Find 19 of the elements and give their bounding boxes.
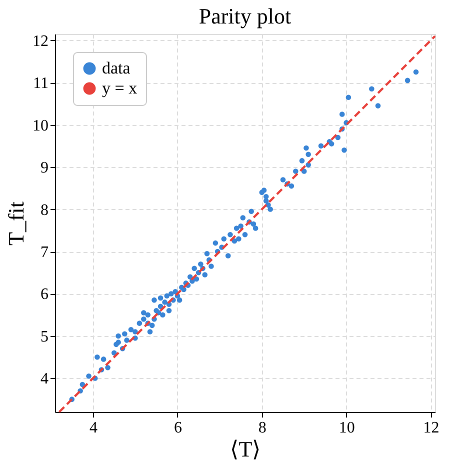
y-tick-label: 9 bbox=[40, 160, 48, 177]
x-tick-label: 8 bbox=[258, 420, 266, 436]
y-tick-label: 5 bbox=[40, 328, 48, 346]
y-tick-label: 10 bbox=[32, 117, 48, 134]
chart-title: Parity plot bbox=[198, 3, 292, 28]
y-tick-label: 7 bbox=[40, 244, 48, 262]
y-tick-label: 8 bbox=[40, 202, 48, 219]
x-tick-label: 4 bbox=[90, 420, 98, 436]
x-tick-label: 12 bbox=[423, 420, 440, 436]
x-axis-title: ⟨T⟩ bbox=[230, 436, 262, 462]
legend-label: y = x bbox=[102, 78, 138, 98]
y-tick-label: 11 bbox=[33, 75, 48, 92]
legend-label: data bbox=[102, 58, 131, 78]
x-tick-label: 10 bbox=[338, 420, 355, 436]
y-tick-label: 12 bbox=[32, 32, 48, 50]
y-axis-title: T_fit bbox=[4, 202, 28, 246]
x-tick-label: 6 bbox=[174, 420, 182, 436]
y-tick-label: 4 bbox=[40, 370, 48, 388]
y-tick-label: 6 bbox=[40, 286, 48, 304]
